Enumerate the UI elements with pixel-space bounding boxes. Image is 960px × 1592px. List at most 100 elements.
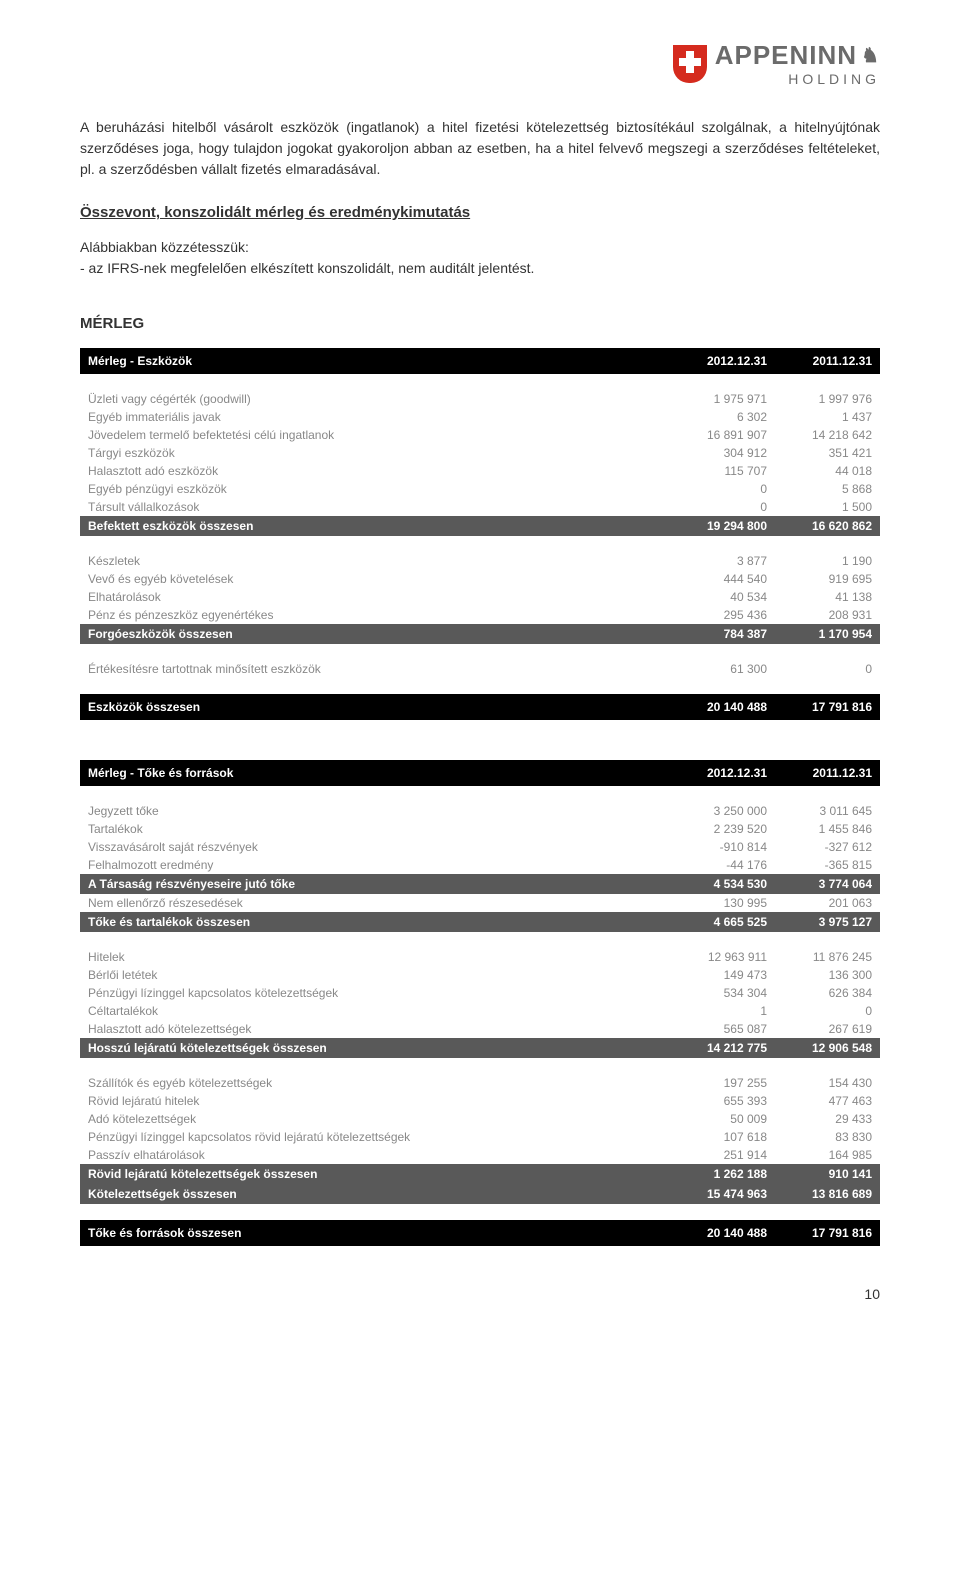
row-label: Nem ellenőrző részesedések: [80, 894, 670, 912]
spacer-row: [80, 536, 880, 552]
equity-grand-total: Tőke és források összesen 20 140 488 17 …: [80, 1220, 880, 1246]
row-value-2: 83 830: [775, 1128, 880, 1146]
row-value-2: 477 463: [775, 1092, 880, 1110]
row-value-1: 295 436: [670, 606, 775, 624]
table-row: Tárgyi eszközök304 912351 421: [80, 444, 880, 462]
table-row: Bérlői letétek149 473136 300: [80, 966, 880, 984]
table-row: Vevő és egyéb követelések444 540919 695: [80, 570, 880, 588]
assets-header-title: Mérleg - Eszközök: [80, 348, 670, 374]
table-row: Céltartalékok10: [80, 1002, 880, 1020]
table-row: Pénz és pénzeszköz egyenértékes295 43620…: [80, 606, 880, 624]
row-value-1: 251 914: [670, 1146, 775, 1164]
row-label: Jegyzett tőke: [80, 802, 670, 820]
assets-header-col1: 2012.12.31: [670, 348, 775, 374]
spacer-row: [80, 644, 880, 660]
row-label: Céltartalékok: [80, 1002, 670, 1020]
logo-brand: APPENINN: [715, 40, 857, 71]
logo-subtitle: HOLDING: [788, 71, 880, 87]
table-row: Készletek3 8771 190: [80, 552, 880, 570]
table-row: Rövid lejáratú hitelek655 393477 463: [80, 1092, 880, 1110]
table-row: Jegyzett tőke3 250 0003 011 645: [80, 802, 880, 820]
table-row: Jövedelem termelő befektetési célú ingat…: [80, 426, 880, 444]
row-value-2: 267 619: [775, 1020, 880, 1038]
row-value-2: -327 612: [775, 838, 880, 856]
row-value-1: -44 176: [670, 856, 775, 874]
row-value-1: 149 473: [670, 966, 775, 984]
logo-text-block: APPENINN ♞ HOLDING: [715, 40, 880, 87]
table-row: Egyéb pénzügyi eszközök05 868: [80, 480, 880, 498]
row-value-1: 61 300: [670, 660, 775, 678]
equity-g1-sub: A Társaság részvényeseire jutó tőke 4 53…: [80, 874, 880, 894]
row-value-1: 0: [670, 480, 775, 498]
row-label: Vevő és egyéb követelések: [80, 570, 670, 588]
equity-header-col2: 2011.12.31: [775, 760, 880, 786]
row-value-1: 107 618: [670, 1128, 775, 1146]
row-label: Rövid lejáratú hitelek: [80, 1092, 670, 1110]
row-value-2: 29 433: [775, 1110, 880, 1128]
equity-g2-total: Hosszú lejáratú kötelezettségek összesen…: [80, 1038, 880, 1058]
row-label: Pénzügyi lízinggel kapcsolatos kötelezet…: [80, 984, 670, 1002]
table-row: Egyéb immateriális javak6 3021 437: [80, 408, 880, 426]
row-label: Egyéb immateriális javak: [80, 408, 670, 426]
equity-header-title: Mérleg - Tőke és források: [80, 760, 670, 786]
row-label: Elhatárolások: [80, 588, 670, 606]
table-row: Üzleti vagy cégérték (goodwill)1 975 971…: [80, 390, 880, 408]
row-value-1: 115 707: [670, 462, 775, 480]
row-label: Értékesítésre tartottnak minősített eszk…: [80, 660, 670, 678]
spacer-row: [80, 786, 880, 802]
table-row: Elhatárolások40 53441 138: [80, 588, 880, 606]
table-row: Tartalékok2 239 5201 455 846: [80, 820, 880, 838]
row-value-2: 208 931: [775, 606, 880, 624]
row-value-2: 14 218 642: [775, 426, 880, 444]
row-value-2: 154 430: [775, 1074, 880, 1092]
table-row: Felhalmozott eredmény-44 176-365 815: [80, 856, 880, 874]
row-label: Tartalékok: [80, 820, 670, 838]
row-value-1: 50 009: [670, 1110, 775, 1128]
row-value-2: 1 997 976: [775, 390, 880, 408]
row-value-1: 304 912: [670, 444, 775, 462]
row-value-2: 351 421: [775, 444, 880, 462]
row-value-2: 1 437: [775, 408, 880, 426]
row-value-1: 565 087: [670, 1020, 775, 1038]
row-value-1: 16 891 907: [670, 426, 775, 444]
spacer-row: [80, 1058, 880, 1074]
row-value-1: 534 304: [670, 984, 775, 1002]
row-label: Készletek: [80, 552, 670, 570]
row-value-1: 1 975 971: [670, 390, 775, 408]
row-label: Halasztott adó kötelezettségek: [80, 1020, 670, 1038]
table-row: Halasztott adó kötelezettségek565 087267…: [80, 1020, 880, 1038]
row-label: Halasztott adó eszközök: [80, 462, 670, 480]
row-value-2: 136 300: [775, 966, 880, 984]
row-value-2: -365 815: [775, 856, 880, 874]
equity-liab-total: Kötelezettségek összesen 15 474 963 13 8…: [80, 1184, 880, 1204]
table-row: Adó kötelezettségek50 00929 433: [80, 1110, 880, 1128]
row-value-1: 3 877: [670, 552, 775, 570]
assets-grand-total: Eszközök összesen 20 140 488 17 791 816: [80, 694, 880, 720]
row-value-2: 164 985: [775, 1146, 880, 1164]
spacer-row: [80, 932, 880, 948]
assets-header-row: Mérleg - Eszközök 2012.12.31 2011.12.31: [80, 348, 880, 374]
row-value-1: 2 239 520: [670, 820, 775, 838]
merleg-title: MÉRLEG: [80, 315, 880, 332]
row-value-2: 3 011 645: [775, 802, 880, 820]
row-value-2: 1 190: [775, 552, 880, 570]
row-value-2: 5 868: [775, 480, 880, 498]
row-value-2: 0: [775, 660, 880, 678]
row-value-2: 44 018: [775, 462, 880, 480]
row-label: Adó kötelezettségek: [80, 1110, 670, 1128]
row-label: Társult vállalkozások: [80, 498, 670, 516]
row-label: Pénz és pénzeszköz egyenértékes: [80, 606, 670, 624]
row-label: Tárgyi eszközök: [80, 444, 670, 462]
row-label: Pénzügyi lízinggel kapcsolatos rövid lej…: [80, 1128, 670, 1146]
page-number: 10: [80, 1286, 880, 1302]
row-value-2: 1 500: [775, 498, 880, 516]
row-label: Üzleti vagy cégérték (goodwill): [80, 390, 670, 408]
table-row: Visszavásárolt saját részvények-910 814-…: [80, 838, 880, 856]
row-value-1: 130 995: [670, 894, 775, 912]
row-value-2: 41 138: [775, 588, 880, 606]
table-row: Társult vállalkozások01 500: [80, 498, 880, 516]
table-row: Hitelek12 963 91111 876 245: [80, 948, 880, 966]
table-row: Pénzügyi lízinggel kapcsolatos kötelezet…: [80, 984, 880, 1002]
row-label: Visszavásárolt saját részvények: [80, 838, 670, 856]
equity-g1-total: Tőke és tartalékok összesen 4 665 525 3 …: [80, 912, 880, 932]
